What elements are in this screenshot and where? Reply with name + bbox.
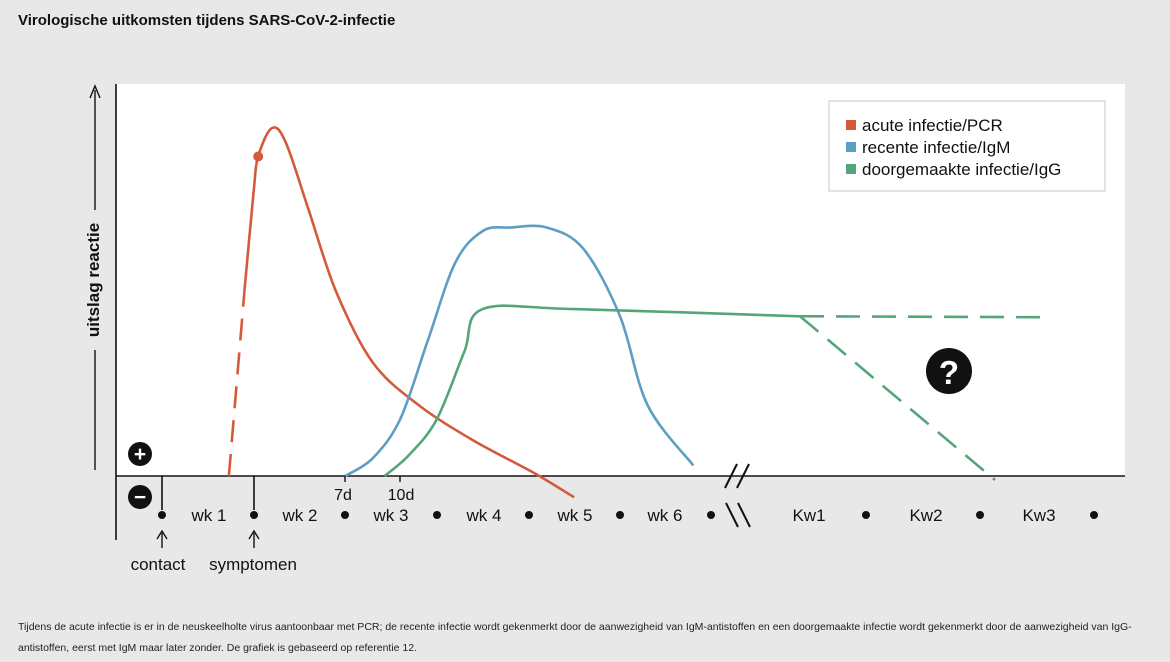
minus-sign: − xyxy=(128,485,152,509)
event-label-contact: contact xyxy=(131,555,186,574)
minus-label: − xyxy=(134,486,146,509)
series-line-pcr-dashed xyxy=(227,291,246,477)
x-dot xyxy=(525,511,533,519)
plus-circle-icon xyxy=(128,442,152,466)
x-dot xyxy=(341,511,349,519)
chart: uitslag reactie + − c xyxy=(84,84,1125,574)
plus-label: + xyxy=(134,443,146,466)
series-line-igm xyxy=(344,224,695,478)
x-dot xyxy=(707,511,715,519)
x-tick-labels: wk 1 wk 2 wk 3 wk 4 wk 5 wk 6 Kw1 Kw2 Kw… xyxy=(191,506,1056,525)
x-dot xyxy=(1090,511,1098,519)
x-tick-label-wk3: wk 3 xyxy=(373,506,409,525)
x-tick-label-kw2: Kw2 xyxy=(909,506,942,525)
x-tick-label-wk6: wk 6 xyxy=(647,506,683,525)
legend-box xyxy=(828,100,1106,192)
figure-caption: Tijdens de acute infectie is er in de ne… xyxy=(18,621,1132,654)
legend-swatch-igm xyxy=(846,142,856,152)
series-peak-marker-pcr xyxy=(253,151,264,162)
x-tick-label-wk2: wk 2 xyxy=(282,506,318,525)
x-tick-label-kw3: Kw3 xyxy=(1022,506,1055,525)
question-mark-icon: ? xyxy=(926,348,972,394)
minus-circle-icon xyxy=(128,485,152,509)
x-dot xyxy=(158,511,166,519)
x-tick-label-wk1: wk 1 xyxy=(191,506,227,525)
contact-arrow-icon xyxy=(156,529,168,548)
plus-sign: + xyxy=(128,442,152,466)
legend-swatch-pcr xyxy=(846,120,856,130)
y-axis-label-group: uitslag reactie xyxy=(84,84,103,470)
legend-label-pcr: acute infectie/PCR xyxy=(862,116,1003,135)
legend-swatch-igg xyxy=(846,164,856,174)
y-arrow-head xyxy=(89,84,101,99)
x-dot xyxy=(976,511,984,519)
legend: acute infectie/PCR recente infectie/IgM … xyxy=(828,100,1106,192)
series-line-igg-dashed-decline xyxy=(799,315,996,481)
x-tick-dots xyxy=(158,511,1098,519)
x-tick-label-wk5: wk 5 xyxy=(557,506,593,525)
x-dot xyxy=(250,511,258,519)
axis-break-bottom xyxy=(725,502,751,528)
series-line-igg xyxy=(383,304,801,477)
y-axis-label: uitslag reactie xyxy=(84,223,103,337)
legend-label-igg: doorgemaakte infectie/IgG xyxy=(862,160,1061,179)
x-tick-label-kw1: Kw1 xyxy=(792,506,825,525)
page-title: Virologische uitkomsten tijdens SARS-CoV… xyxy=(18,12,396,29)
axis-break-top xyxy=(724,463,750,489)
day-label-10d: 10d xyxy=(388,487,415,504)
series-line-igg-dashed-plateau xyxy=(799,314,1047,319)
day-label-7d: 7d xyxy=(334,487,352,504)
legend-label-igm: recente infectie/IgM xyxy=(862,138,1010,157)
question-mark-label: ? xyxy=(939,354,959,391)
x-dot xyxy=(433,511,441,519)
x-tick-label-wk4: wk 4 xyxy=(466,506,502,525)
x-dot xyxy=(862,511,870,519)
symptomen-arrow-icon xyxy=(248,529,260,548)
event-label-symptomen: symptomen xyxy=(209,555,297,574)
chart-svg: uitslag reactie + − c xyxy=(84,84,1125,574)
x-dot xyxy=(616,511,624,519)
